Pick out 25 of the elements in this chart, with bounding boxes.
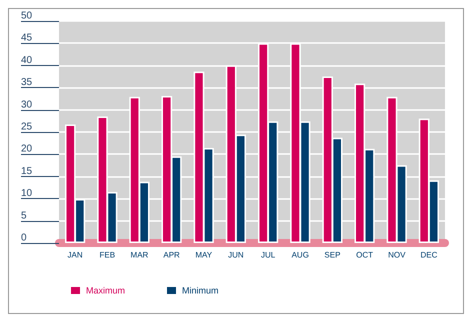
legend-label: Minimum: [182, 286, 219, 296]
y-tick-label: 50: [21, 10, 33, 22]
x-tick-label: NOV: [388, 250, 406, 260]
x-tick-label: APR: [163, 250, 180, 260]
y-tick-label: 5: [21, 210, 27, 222]
x-tick-label: MAY: [195, 250, 213, 260]
x-tick-label: DEC: [420, 250, 438, 260]
y-tick-label: 15: [21, 166, 33, 177]
x-tick-label: JUN: [228, 250, 244, 260]
x-tick-label: JUL: [260, 250, 276, 260]
y-tick-label: 20: [21, 144, 33, 155]
x-tick-label: FEB: [99, 250, 116, 260]
x-tick-label: JAN: [68, 250, 83, 260]
y-tick-label: 30: [21, 99, 33, 110]
y-tick-label: 10: [21, 188, 33, 200]
y-tick-label: 25: [21, 122, 33, 132]
x-tick-label: MAR: [130, 250, 149, 260]
y-tick-label: 35: [21, 77, 33, 88]
y-tick-label: 0: [21, 232, 27, 244]
x-tick-label: OCT: [356, 250, 374, 260]
y-tick-label: 40: [21, 54, 33, 66]
x-tick-label: SEP: [324, 250, 340, 260]
x-tick-label: AUG: [292, 250, 309, 260]
legend-label: Maximum: [86, 286, 126, 296]
y-tick-label: 45: [21, 32, 33, 44]
